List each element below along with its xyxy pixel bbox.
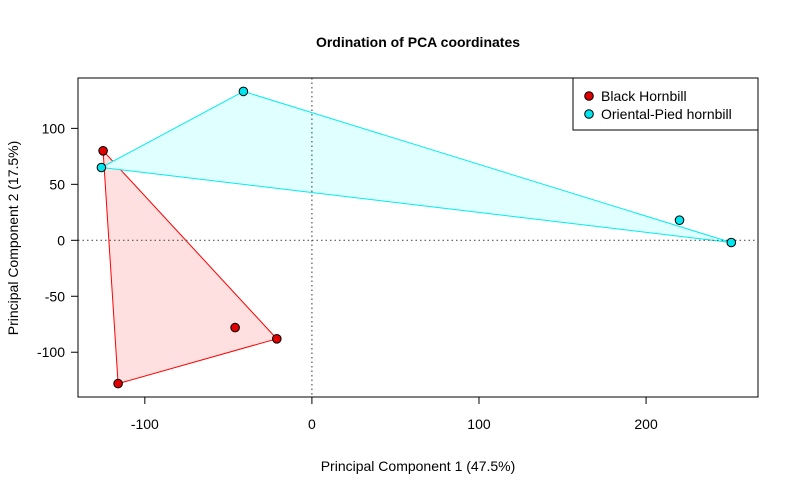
x-tick-label: 200 bbox=[634, 416, 658, 432]
y-tick-label: 100 bbox=[42, 120, 66, 136]
x-axis-title: Principal Component 1 (47.5%) bbox=[321, 458, 516, 474]
reference-lines bbox=[78, 78, 758, 397]
point-oriental-pied-hornbill-4 bbox=[726, 237, 737, 248]
x-axis: -100 0 100 200 bbox=[131, 396, 658, 432]
legend-label-oriental-pied-hornbill: Oriental-Pied hornbill bbox=[601, 106, 732, 122]
legend-box bbox=[572, 77, 759, 131]
point-black-hornbill-3 bbox=[272, 334, 282, 344]
legend-label-black-hornbill: Black Hornbill bbox=[601, 88, 687, 104]
y-tick-label: 0 bbox=[57, 232, 65, 248]
legend: Black Hornbill Oriental-Pied hornbill bbox=[572, 77, 759, 131]
y-tick-label: -50 bbox=[45, 288, 65, 304]
x-tick-label: -100 bbox=[131, 416, 159, 432]
point-black-hornbill-4 bbox=[230, 322, 240, 333]
y-axis-title: Principal Component 2 (17.5%) bbox=[5, 141, 21, 336]
point-oriental-pied-hornbill-2 bbox=[96, 162, 107, 173]
point-black-hornbill-2 bbox=[113, 378, 123, 389]
legend-marker-oriental-pied-hornbill bbox=[584, 109, 594, 119]
x-tick-label: 100 bbox=[467, 416, 491, 432]
chart-title: Ordination of PCA coordinates bbox=[316, 34, 520, 50]
hull-oriental-pied-hornbill bbox=[99, 90, 732, 243]
legend-marker-black-hornbill bbox=[584, 91, 594, 101]
x-tick-label: 0 bbox=[308, 416, 316, 432]
hull-layer bbox=[99, 90, 732, 385]
y-axis: -100 -50 0 50 100 bbox=[37, 120, 79, 360]
y-tick-label: 50 bbox=[49, 176, 65, 192]
points-layer bbox=[96, 86, 737, 389]
point-oriental-pied-hornbill-3 bbox=[674, 215, 685, 225]
point-black-hornbill-1 bbox=[98, 146, 108, 156]
point-oriental-pied-hornbill-1 bbox=[238, 86, 249, 97]
y-tick-label: -100 bbox=[37, 344, 65, 360]
